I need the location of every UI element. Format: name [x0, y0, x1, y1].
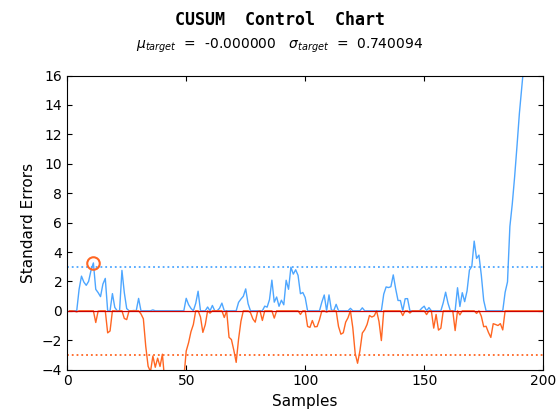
X-axis label: Samples: Samples: [273, 394, 338, 409]
Title: CUSUM  Control  Chart
$\mu_{target}$  =  -0.000000   $\sigma_{target}$  =  0.740: CUSUM Control Chart $\mu_{target}$ = -0.…: [0, 419, 1, 420]
Y-axis label: Standard Errors: Standard Errors: [21, 163, 36, 283]
Text: CUSUM  Control  Chart: CUSUM Control Chart: [175, 11, 385, 29]
Text: $\mu_{target}$  =  -0.000000   $\sigma_{target}$  =  0.740094: $\mu_{target}$ = -0.000000 $\sigma_{targ…: [137, 36, 423, 55]
